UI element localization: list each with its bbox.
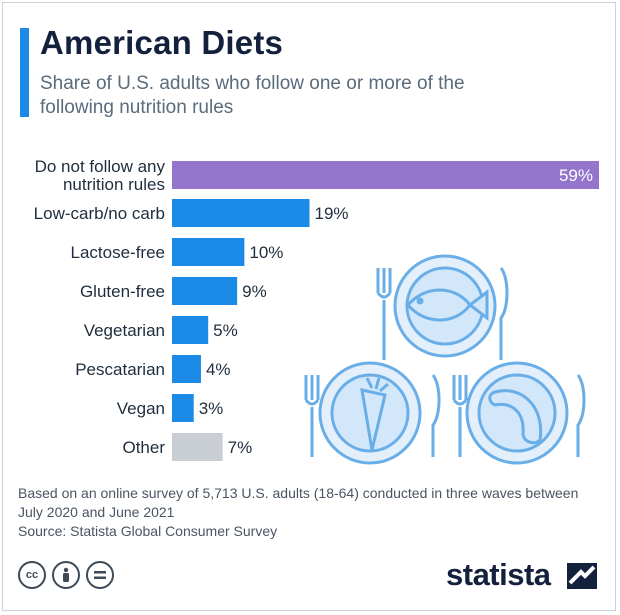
by-icon[interactable] [52,561,80,589]
bar-6 [172,394,194,422]
plate-carrot-illustration [304,361,441,465]
bar-3 [172,277,238,305]
value-label-1: 19% [315,204,349,223]
chart-subtitle: Share of U.S. adults who follow one or m… [40,73,465,118]
bars-group: Do not follow any nutrition rules 59% Low-c… [34,157,599,461]
value-label-6: 3% [199,399,224,418]
category-label-2: Lactose-free [71,243,166,262]
value-label-3: 9% [242,282,267,301]
license-icons: cc [18,561,114,589]
category-label-3: Gluten-free [80,282,165,301]
bar-7 [172,433,223,461]
brand-wordmark[interactable]: statista [446,557,551,592]
value-label-5: 4% [206,360,231,379]
category-label-1: Low-carb/no carb [34,204,165,223]
value-label-2: 10% [249,243,283,262]
nd-icon[interactable] [86,561,114,589]
survey-note: Based on an online survey of 5,713 U.S. … [18,485,579,520]
category-label-0: Do not follow any nutrition rules [35,157,166,194]
brand-logo-icon[interactable] [567,563,597,589]
category-label-4: Vegetarian [84,321,165,340]
chart-title: American Diets [40,24,284,61]
bar-1 [172,199,310,227]
bar-4 [172,316,209,344]
bar-5 [172,355,201,383]
value-label-7: 7% [228,438,253,457]
value-label-4: 5% [213,321,238,340]
plate-fish-illustration [376,254,509,360]
category-label-7: Other [122,438,165,457]
category-label-6: Vegan [117,399,165,418]
value-label-0: 59% [559,166,593,185]
source-note: Source: Statista Global Consumer Survey [18,523,278,539]
bar-2 [172,238,245,266]
plate-sausage-illustration [452,361,586,465]
title-accent-bar [20,28,29,117]
bar-0 [172,161,599,189]
category-label-5: Pescatarian [75,360,165,379]
footnote-block: Based on an online survey of 5,713 U.S. … [18,484,598,541]
cc-icon[interactable]: cc [18,561,46,589]
